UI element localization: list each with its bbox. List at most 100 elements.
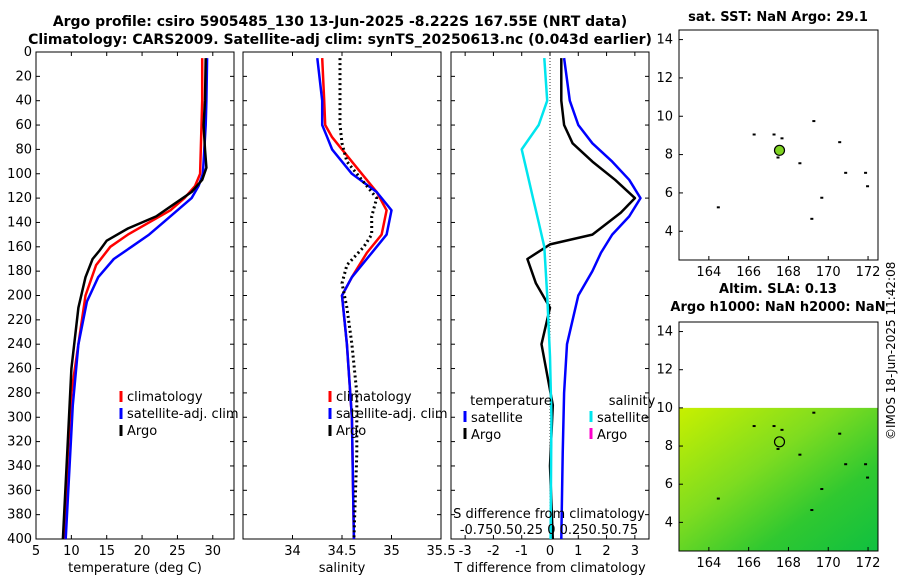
- ytick-label: 80: [15, 142, 32, 157]
- ytick-label: 160: [7, 240, 32, 255]
- ytick-label: 360: [7, 483, 32, 498]
- ytick-label: 60: [15, 118, 32, 133]
- map-xtick-label: 164: [696, 556, 721, 571]
- map-xtick-label: 164: [696, 265, 721, 280]
- xtick-label: 2: [602, 544, 610, 559]
- island-mark: [752, 133, 756, 136]
- island-mark: [752, 425, 756, 428]
- island-mark: [798, 162, 802, 165]
- map-ytick-label: 4: [665, 224, 673, 239]
- island-mark: [776, 447, 780, 450]
- xtick-label: 34: [284, 544, 301, 559]
- island-mark: [716, 497, 720, 500]
- island-mark: [716, 206, 720, 209]
- sla-map-title-line2: Argo h1000: NaN h2000: NaN: [670, 300, 886, 315]
- legend-label: Argo: [127, 424, 157, 439]
- ytick-label: 40: [15, 94, 32, 109]
- ytick-label: 0: [24, 45, 32, 60]
- series-line-s-satellite: [520, 58, 553, 540]
- map-ytick-label: 4: [665, 515, 673, 530]
- map-ytick-label: 8: [665, 439, 673, 454]
- island-mark: [810, 217, 814, 220]
- xaxis-label: T difference from climatology: [453, 561, 646, 576]
- legend-label: satellite-adj. clim: [336, 407, 448, 422]
- map-ytick-label: 10: [656, 401, 673, 416]
- xtick-label: 10: [63, 544, 80, 559]
- ytick-label: 220: [7, 313, 32, 328]
- legend-label: climatology: [127, 390, 203, 405]
- ytick-label: 200: [7, 289, 32, 304]
- island-mark: [772, 425, 776, 428]
- secondary-axis-ticks: -0.750.50.25 0 0.250.50.75: [460, 523, 638, 538]
- island-mark: [838, 141, 842, 144]
- xtick-label: 20: [134, 544, 151, 559]
- legend-label: Argo: [336, 424, 366, 439]
- ytick-label: 140: [7, 215, 32, 230]
- map-ytick-label: 12: [656, 363, 673, 378]
- map-xtick-label: 166: [736, 265, 761, 280]
- xtick-label: -3: [459, 544, 472, 559]
- island-mark: [780, 428, 784, 431]
- island-mark: [866, 476, 870, 479]
- map-frame: [678, 321, 879, 552]
- xtick-label: 3: [631, 544, 639, 559]
- sla-map-title-line1: Altim. SLA: 0.13: [719, 282, 837, 297]
- island-mark: [864, 463, 868, 466]
- xtick-label: 35: [383, 544, 400, 559]
- series-line-argo: [61, 58, 208, 540]
- legend-label: satellite: [597, 411, 649, 426]
- xaxis-label: temperature (deg C): [68, 561, 202, 576]
- map-xtick-label: 170: [816, 556, 841, 571]
- island-mark: [844, 171, 848, 174]
- xaxis-label: salinity: [319, 561, 366, 576]
- legend-label: satellite: [471, 411, 523, 426]
- map-xtick-label: 168: [776, 265, 801, 280]
- ytick-label: 320: [7, 435, 32, 450]
- map-frame: [678, 29, 879, 261]
- island-mark: [820, 488, 824, 491]
- xtick-label: 5: [32, 544, 40, 559]
- island-mark: [810, 509, 814, 512]
- series-line-t-satellite: [560, 57, 642, 540]
- legend-label: Argo: [597, 428, 627, 443]
- legend-label: Argo: [471, 428, 501, 443]
- ytick-label: 100: [7, 167, 32, 182]
- map-ytick-label: 8: [665, 148, 673, 163]
- legend-label: satellite-adj. clim: [127, 407, 239, 422]
- ytick-label: 20: [15, 69, 32, 84]
- map-xtick-label: 172: [856, 556, 881, 571]
- map-ytick-label: 14: [656, 33, 673, 48]
- map-xtick-label: 168: [776, 556, 801, 571]
- island-mark: [812, 411, 816, 414]
- map-xtick-label: 170: [816, 265, 841, 280]
- ytick-label: 380: [7, 508, 32, 523]
- map-ytick-label: 6: [665, 186, 673, 201]
- argo-position-marker: [773, 436, 786, 448]
- island-mark: [772, 133, 776, 136]
- ytick-label: 180: [7, 264, 32, 279]
- xtick-label: 35.5: [427, 544, 456, 559]
- legend-heading: salinity: [609, 394, 656, 409]
- secondary-axis-label: S difference from climatology: [453, 507, 645, 522]
- ytick-label: 240: [7, 337, 32, 352]
- xtick-label: -2: [487, 544, 500, 559]
- island-mark: [820, 196, 824, 199]
- map-xtick-label: 172: [856, 265, 881, 280]
- island-mark: [844, 463, 848, 466]
- ytick-label: 280: [7, 386, 32, 401]
- figure-title-line2: Climatology: CARS2009. Satellite-adj cli…: [28, 32, 652, 48]
- ytick-label: 340: [7, 459, 32, 474]
- figure-title-line1: Argo profile: csiro 5905485_130 13-Jun-2…: [52, 14, 628, 30]
- island-mark: [864, 171, 868, 174]
- xtick-label: 25: [169, 544, 186, 559]
- argo-position-marker: [773, 144, 786, 156]
- series-line-t-argo: [526, 58, 637, 540]
- xtick-label: 1: [574, 544, 582, 559]
- ytick-label: 300: [7, 410, 32, 425]
- xtick-label: 34.5: [328, 544, 357, 559]
- map-ytick-label: 6: [665, 477, 673, 492]
- island-mark: [812, 120, 816, 123]
- xtick-label: -1: [515, 544, 528, 559]
- xtick-label: 30: [205, 544, 222, 559]
